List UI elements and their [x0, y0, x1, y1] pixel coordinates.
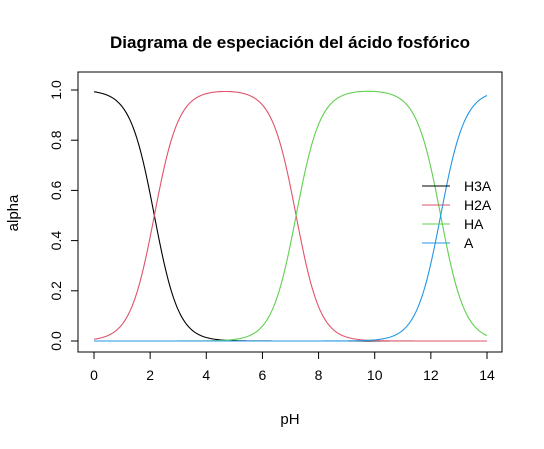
- series-line-h3a: [94, 92, 487, 341]
- y-axis-label: alpha: [5, 194, 22, 231]
- x-tick-label: 10: [367, 367, 383, 383]
- x-tick-label: 14: [479, 367, 495, 383]
- x-tick-label: 2: [146, 367, 154, 383]
- y-tick-label: 0.4: [48, 231, 64, 251]
- x-axis-label: pH: [280, 411, 299, 428]
- series-line-h2a: [94, 91, 487, 341]
- x-tick-label: 6: [259, 367, 267, 383]
- plot-frame: [78, 72, 502, 352]
- x-tick-label: 0: [90, 367, 98, 383]
- legend: H3A H2A HA A: [422, 178, 492, 251]
- series-line-a: [94, 96, 487, 342]
- x-tick-label: 12: [423, 367, 439, 383]
- y-tick-label: 0.2: [48, 281, 64, 301]
- chart-title: Diagrama de especiación del ácido fosfór…: [110, 33, 470, 52]
- x-tick-label: 4: [202, 367, 210, 383]
- y-tick-label: 1.0: [48, 80, 64, 100]
- y-tick-label: 0.0: [48, 331, 64, 351]
- series-line-ha: [94, 91, 487, 341]
- y-axis: 0.0 0.2 0.4 0.6 0.8 1.0: [48, 80, 78, 351]
- legend-label-a: A: [464, 235, 474, 251]
- legend-label-h2a: H2A: [464, 197, 492, 213]
- x-tick-label: 8: [315, 367, 323, 383]
- y-tick-label: 0.6: [48, 180, 64, 200]
- y-tick-label: 0.8: [48, 130, 64, 150]
- legend-label-ha: HA: [464, 216, 484, 232]
- x-axis: 0 2 4 6 8 10 12 14: [90, 352, 495, 383]
- legend-label-h3a: H3A: [464, 178, 492, 194]
- series-lines: [94, 91, 487, 341]
